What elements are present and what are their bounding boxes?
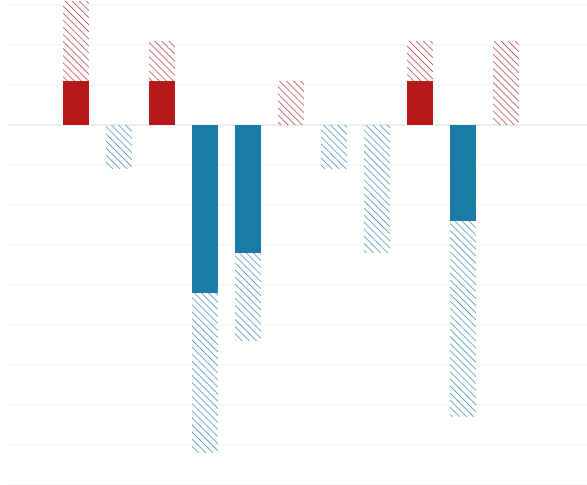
bar bbox=[149, 81, 175, 125]
hatched-bar bbox=[450, 221, 476, 417]
hatched-bar bbox=[235, 253, 261, 341]
hatched-bar bbox=[493, 41, 519, 125]
hatched-bar bbox=[364, 125, 390, 253]
hatched-bar bbox=[321, 125, 347, 169]
bar bbox=[450, 125, 476, 221]
hatched-bar bbox=[407, 41, 433, 81]
bar bbox=[192, 125, 218, 293]
hatched-bar bbox=[278, 81, 304, 125]
bar bbox=[63, 81, 89, 125]
hatched-bar bbox=[192, 293, 218, 453]
bar bbox=[407, 81, 433, 125]
hatched-bar bbox=[106, 125, 132, 169]
hatched-bar bbox=[149, 41, 175, 81]
bar bbox=[235, 125, 261, 253]
hatched-bar bbox=[63, 0, 89, 81]
